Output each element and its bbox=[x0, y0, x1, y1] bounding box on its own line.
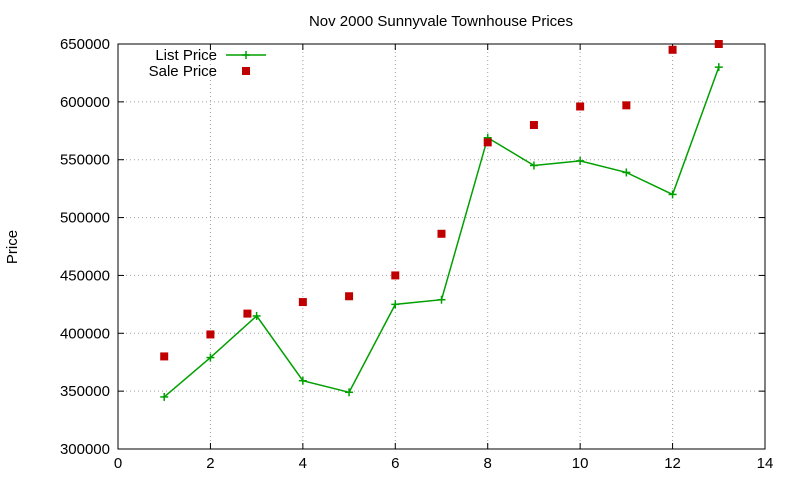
sale-price-point bbox=[160, 352, 169, 361]
sale-price-point bbox=[529, 121, 538, 129]
list-price-point bbox=[391, 300, 400, 309]
y-tick-label: 600000 bbox=[60, 94, 110, 111]
sale-price-point bbox=[483, 138, 492, 147]
list-price-point bbox=[437, 295, 446, 304]
plot-frame bbox=[117, 43, 766, 450]
x-tick-label: 8 bbox=[484, 455, 492, 472]
list-price-point bbox=[252, 311, 261, 320]
y-tick-label: 400000 bbox=[60, 325, 110, 342]
list-price-point bbox=[668, 190, 677, 199]
list-price-point bbox=[576, 156, 585, 165]
data-series bbox=[160, 40, 723, 401]
list-price-point bbox=[529, 161, 538, 170]
sale-price-point bbox=[298, 298, 307, 307]
list-price-point bbox=[714, 63, 723, 72]
x-tick-label: 6 bbox=[391, 455, 399, 472]
legend-swatch-square bbox=[242, 67, 250, 75]
list-price-point bbox=[298, 376, 307, 385]
chart-title: Nov 2000 Sunnyvale Townhouse Prices bbox=[309, 13, 573, 30]
sale-price-point bbox=[668, 45, 677, 54]
y-tick-label: 550000 bbox=[60, 152, 110, 169]
sale-price-point bbox=[243, 309, 252, 318]
x-tick-label: 10 bbox=[572, 455, 589, 472]
list-price-series bbox=[160, 63, 723, 401]
x-tick-label: 2 bbox=[206, 455, 214, 472]
list-price-point bbox=[160, 392, 169, 401]
sale-price-point bbox=[576, 102, 585, 111]
y-axis-label: Price bbox=[4, 230, 21, 264]
legend-label-sale-price: Sale Price bbox=[149, 63, 217, 80]
sale-price-point bbox=[437, 229, 446, 238]
x-tick-label: 12 bbox=[664, 455, 681, 472]
sale-price-point bbox=[714, 40, 723, 48]
x-tick-label: 0 bbox=[114, 455, 122, 472]
sale-price-point bbox=[622, 101, 631, 110]
y-tick-label: 350000 bbox=[60, 383, 110, 400]
list-price-point bbox=[345, 388, 354, 397]
x-tick-label: 14 bbox=[757, 455, 774, 472]
grid-lines bbox=[118, 44, 765, 449]
list-price-point bbox=[206, 353, 215, 362]
sale-price-series bbox=[160, 40, 723, 361]
list-price-point bbox=[622, 168, 631, 177]
sale-price-point bbox=[345, 292, 354, 301]
legend-swatch-plus bbox=[242, 51, 250, 59]
x-tick-label: 4 bbox=[299, 455, 307, 472]
sale-price-point bbox=[391, 271, 400, 280]
y-tick-label: 650000 bbox=[60, 36, 110, 53]
legend-label-list-price: List Price bbox=[155, 47, 217, 64]
y-tick-label: 450000 bbox=[60, 267, 110, 284]
y-tick-label: 500000 bbox=[60, 210, 110, 227]
sale-price-point bbox=[206, 330, 215, 339]
y-tick-label: 300000 bbox=[60, 441, 110, 458]
